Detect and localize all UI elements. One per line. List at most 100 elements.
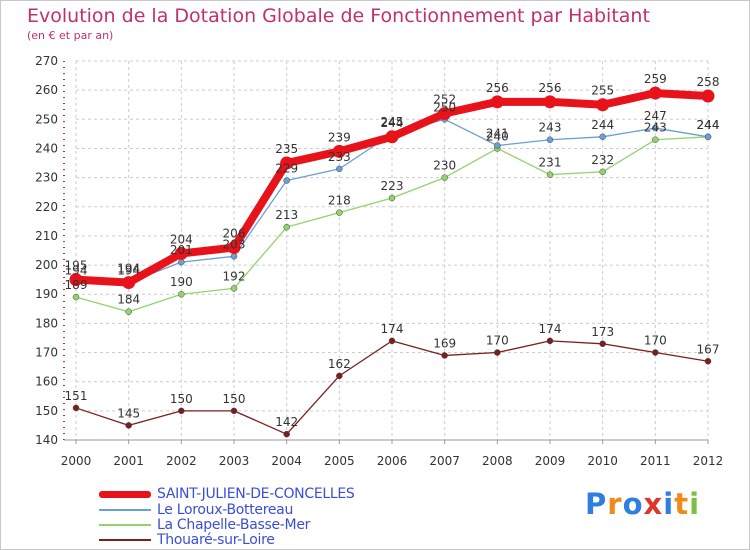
- data-label-la-chapelle-basse-mer: 223: [381, 179, 404, 193]
- legend-item-chapelle[interactable]: La Chapelle-Basse-Mer: [99, 517, 310, 533]
- data-point-saint-julien-de-concelles: [385, 130, 399, 144]
- data-point-thouare-sur-loire: [125, 422, 132, 429]
- data-label-la-chapelle-basse-mer: 184: [117, 293, 140, 307]
- data-point-saint-julien-de-concelles: [280, 156, 294, 170]
- data-point-le-loroux-bottereau: [652, 124, 659, 132]
- x-tick-label: 2002: [166, 454, 197, 468]
- data-label-saint-julien-de-concelles: 204: [170, 232, 193, 246]
- logo-letter: r: [607, 487, 623, 521]
- data-label-la-chapelle-basse-mer: 244: [697, 118, 720, 132]
- data-label-le-loroux-bottereau: 241: [486, 127, 509, 141]
- data-point-la-chapelle-basse-mer: [336, 209, 343, 216]
- data-point-saint-julien-de-concelles: [174, 246, 188, 260]
- data-point-la-chapelle-basse-mer: [283, 223, 290, 231]
- data-label-saint-julien-de-concelles: 244: [381, 116, 404, 130]
- data-label-thouare-sur-loire: 150: [170, 392, 193, 406]
- legend-label-thouare: Thouaré-sur-Loire: [157, 532, 275, 548]
- data-label-saint-julien-de-concelles: 235: [275, 142, 298, 156]
- x-tick-label: 2012: [693, 454, 724, 468]
- legend-item-loroux[interactable]: Le Loroux-Bottereau: [99, 502, 293, 518]
- logo-letter: t: [674, 487, 690, 521]
- data-label-thouare-sur-loire: 167: [697, 342, 720, 356]
- x-tick-label: 2000: [61, 454, 92, 468]
- data-point-saint-julien-de-concelles: [227, 241, 241, 255]
- data-point-saint-julien-de-concelles: [543, 95, 557, 109]
- data-point-la-chapelle-basse-mer: [652, 136, 659, 143]
- data-point-saint-julien-de-concelles: [596, 98, 610, 112]
- data-point-thouare-sur-loire: [441, 352, 448, 359]
- x-tick-label: 2001: [113, 454, 144, 468]
- data-point-la-chapelle-basse-mer: [388, 194, 396, 202]
- data-label-la-chapelle-basse-mer: 192: [223, 269, 246, 283]
- y-tick-label: 220: [35, 200, 58, 214]
- y-tick-label: 230: [35, 171, 58, 185]
- x-tick-label: 2006: [377, 454, 408, 468]
- data-point-saint-julien-de-concelles: [332, 144, 346, 158]
- data-point-la-chapelle-basse-mer: [230, 285, 238, 292]
- legend-item-saint-julien[interactable]: SAINT-JULIEN-DE-CONCELLES: [99, 486, 355, 502]
- x-tick-label: 2010: [587, 454, 618, 468]
- y-tick-label: 170: [35, 346, 58, 360]
- data-labels: 151 145 150 150 142 162 174 169 170 174 173 170 167 1…: [65, 72, 720, 429]
- data-label-le-loroux-bottereau: 194: [117, 264, 140, 278]
- data-label-thouare-sur-loire: 169: [433, 336, 456, 350]
- data-point-thouare-sur-loire: [72, 404, 80, 412]
- data-point-thouare-sur-loire: [494, 349, 501, 356]
- logo-letter: i: [689, 487, 701, 521]
- data-label-le-loroux-bottereau: 229: [275, 162, 298, 176]
- data-label-saint-julien-de-concelles: 194: [117, 262, 140, 276]
- data-label-le-loroux-bottereau: 194: [65, 264, 88, 278]
- data-label-saint-julien-de-concelles: 256: [486, 81, 509, 95]
- data-point-saint-julien-de-concelles: [438, 106, 452, 120]
- logo-letter: x: [643, 487, 664, 521]
- data-point-thouare-sur-loire: [230, 407, 238, 415]
- x-tick-label: 2003: [219, 454, 250, 468]
- legend-item-thouare[interactable]: Thouaré-sur-Loire: [99, 532, 275, 548]
- data-label-saint-julien-de-concelles: 255: [591, 84, 614, 98]
- data-label-la-chapelle-basse-mer: 189: [65, 278, 88, 292]
- x-tick-label: 2008: [482, 454, 513, 468]
- logo-letter: i: [663, 487, 675, 521]
- legend-label-chapelle: La Chapelle-Basse-Mer: [157, 517, 311, 533]
- data-point-saint-julien-de-concelles: [69, 273, 83, 287]
- legend-swatch-thouare: [99, 539, 151, 541]
- data-point-le-loroux-bottereau: [546, 136, 554, 143]
- x-tick-label: 2009: [535, 454, 566, 468]
- data-label-saint-julien-de-concelles: 256: [539, 81, 562, 95]
- data-label-saint-julien-de-concelles: 258: [697, 75, 720, 89]
- legend-swatch-chapelle: [99, 524, 151, 526]
- data-label-la-chapelle-basse-mer: 190: [170, 275, 193, 289]
- x-tick-label: 2005: [324, 454, 355, 468]
- y-tick-label: 260: [35, 83, 58, 97]
- data-point-thouare-sur-loire: [704, 358, 712, 365]
- data-label-le-loroux-bottereau: 250: [433, 100, 456, 114]
- data-label-le-loroux-bottereau: 244: [697, 118, 720, 132]
- x-tick-label: 2007: [429, 454, 460, 468]
- data-point-saint-julien-de-concelles: [490, 95, 504, 109]
- x-tick-label: 2004: [271, 454, 302, 468]
- data-point-le-loroux-bottereau: [283, 177, 290, 184]
- data-point-thouare-sur-loire: [599, 340, 606, 348]
- data-label-thouare-sur-loire: 170: [644, 334, 667, 348]
- data-label-thouare-sur-loire: 142: [275, 415, 298, 429]
- proxiti-logo: Proxiti: [585, 487, 700, 521]
- data-label-thouare-sur-loire: 162: [328, 357, 351, 371]
- logo-letter: o: [622, 487, 644, 521]
- y-tick-label: 180: [35, 316, 58, 330]
- chart-title: Evolution de la Dotation Globale de Fonc…: [27, 5, 650, 27]
- series-lines: [69, 86, 715, 438]
- data-point-saint-julien-de-concelles: [648, 86, 662, 100]
- legend-label-loroux: Le Loroux-Bottereau: [157, 502, 294, 518]
- data-label-saint-julien-de-concelles: 252: [433, 92, 456, 106]
- data-point-la-chapelle-basse-mer: [546, 171, 554, 178]
- data-point-thouare-sur-loire: [546, 337, 554, 345]
- data-label-la-chapelle-basse-mer: 232: [591, 153, 614, 167]
- data-point-la-chapelle-basse-mer: [72, 293, 80, 301]
- data-point-saint-julien-de-concelles: [122, 276, 136, 290]
- data-label-thouare-sur-loire: 170: [486, 334, 509, 348]
- data-label-thouare-sur-loire: 173: [591, 325, 614, 339]
- data-label-la-chapelle-basse-mer: 243: [644, 121, 667, 135]
- data-point-le-loroux-bottereau: [494, 142, 501, 149]
- data-label-la-chapelle-basse-mer: 218: [328, 194, 351, 208]
